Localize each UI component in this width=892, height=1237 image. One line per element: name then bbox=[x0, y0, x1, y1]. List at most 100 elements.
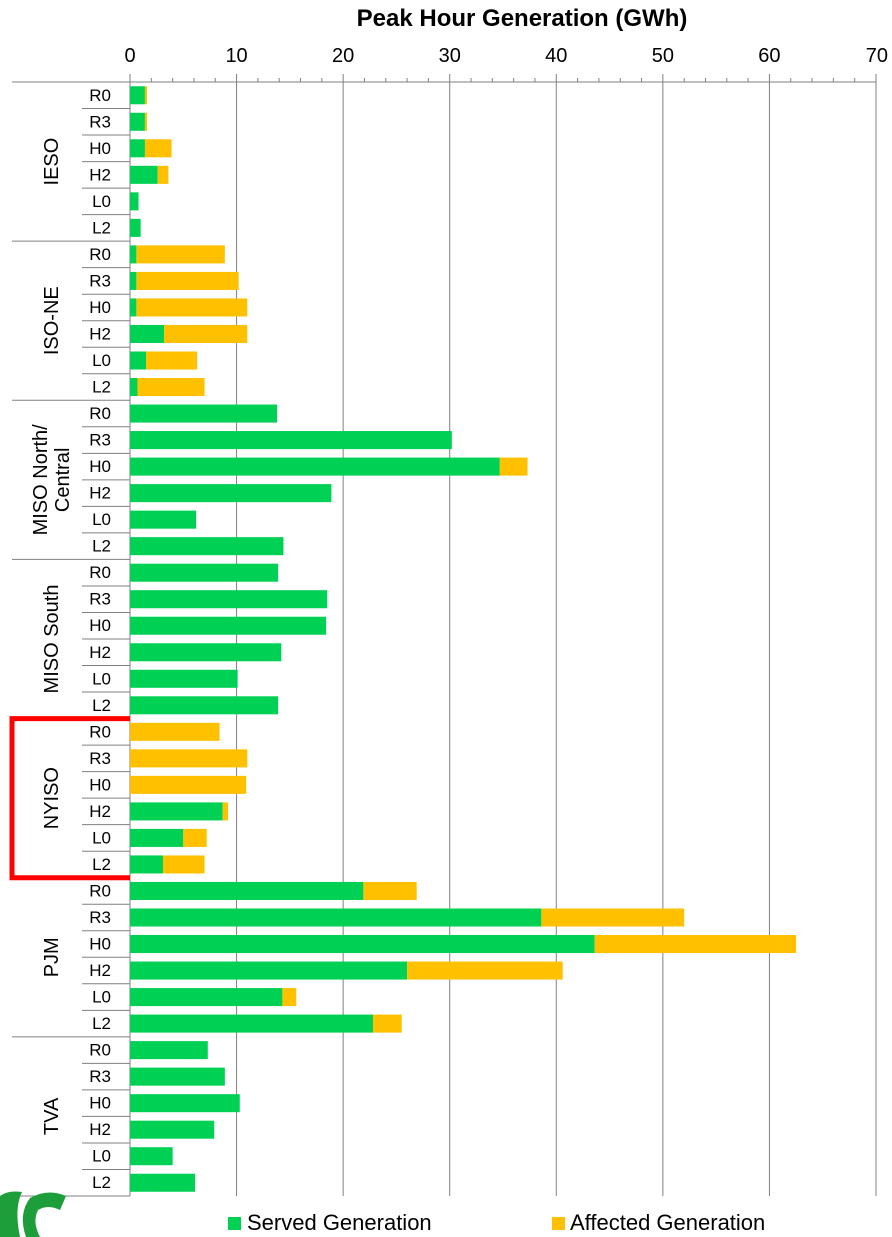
bar-served bbox=[130, 271, 137, 290]
bar-served bbox=[130, 669, 238, 688]
category-label: R0 bbox=[89, 245, 111, 264]
bar-served bbox=[130, 908, 542, 927]
category-label: R0 bbox=[89, 722, 111, 741]
bar-served bbox=[130, 1014, 373, 1033]
chart-title: Peak Hour Generation (GWh) bbox=[357, 5, 688, 32]
x-tick-label: 60 bbox=[758, 45, 780, 67]
category-label: R3 bbox=[89, 590, 111, 609]
x-tick-label: 50 bbox=[652, 45, 674, 67]
category-label: R0 bbox=[89, 1041, 111, 1060]
bar-affected bbox=[372, 1014, 402, 1033]
bars bbox=[130, 86, 797, 1192]
bar-affected bbox=[164, 324, 248, 343]
category-label: L0 bbox=[92, 351, 111, 370]
category-label: R3 bbox=[89, 112, 111, 131]
category-label: R3 bbox=[89, 431, 111, 450]
category-label: H0 bbox=[89, 457, 111, 476]
bar-affected bbox=[137, 378, 205, 397]
bar-served bbox=[130, 643, 282, 662]
bar-served bbox=[130, 86, 145, 105]
bar-affected bbox=[541, 908, 685, 927]
bar-served bbox=[130, 192, 139, 211]
bar-affected bbox=[144, 139, 172, 158]
bar-served bbox=[130, 802, 223, 821]
bar-served bbox=[130, 510, 197, 529]
category-label: H2 bbox=[89, 1120, 111, 1139]
x-tick-label: 0 bbox=[124, 45, 135, 67]
bar-affected bbox=[282, 988, 297, 1007]
bar-served bbox=[130, 616, 327, 635]
bar-served bbox=[130, 431, 452, 450]
legend-served-swatch bbox=[228, 1217, 241, 1230]
category-label: H0 bbox=[89, 616, 111, 635]
bar-served bbox=[130, 881, 364, 900]
category-label: L2 bbox=[92, 1014, 111, 1033]
category-label: L0 bbox=[92, 669, 111, 688]
category-label: L0 bbox=[92, 988, 111, 1007]
group-labels: IESO ISO-NE MISO North/Central MISO South NY… bbox=[30, 138, 74, 1135]
category-label: L0 bbox=[92, 1147, 111, 1166]
bar-served bbox=[130, 139, 145, 158]
bar-served bbox=[130, 298, 137, 317]
highlight-bracket bbox=[9, 716, 130, 881]
category-label: H0 bbox=[89, 298, 111, 317]
bar-served bbox=[130, 935, 595, 954]
bar-affected bbox=[136, 245, 225, 264]
bar-affected bbox=[144, 112, 148, 131]
bar-affected bbox=[222, 802, 229, 821]
bar-served bbox=[130, 537, 284, 556]
bar-served bbox=[130, 828, 184, 847]
category-label: L2 bbox=[92, 378, 111, 397]
category-label: H0 bbox=[89, 935, 111, 954]
group-label: ISO-NE bbox=[41, 286, 63, 355]
group-label: MISO North/ bbox=[30, 424, 52, 536]
bar-served bbox=[130, 378, 138, 397]
category-label: H2 bbox=[89, 643, 111, 662]
category-label: H2 bbox=[89, 484, 111, 503]
bar-affected bbox=[130, 775, 247, 794]
category-label: H2 bbox=[89, 324, 111, 343]
category-label: L0 bbox=[92, 192, 111, 211]
category-label: L0 bbox=[92, 510, 111, 529]
category-label: R0 bbox=[89, 86, 111, 105]
highlight-box bbox=[9, 716, 130, 881]
x-axis-ticks: 0 10 20 30 40 50 60 70 bbox=[124, 45, 888, 82]
bar-served bbox=[130, 245, 137, 264]
legend: Served Generation Affected Generation bbox=[228, 1210, 765, 1235]
x-tick-label: 40 bbox=[545, 45, 567, 67]
bar-served bbox=[130, 1041, 208, 1060]
bar-affected bbox=[136, 298, 248, 317]
bar-served bbox=[130, 404, 278, 423]
category-labels: R0 R3 H0 H2 L0 L2 R0 R3 H0 H2 L0 L2 R0 R3 H0 H2 L0 L2 R0 R3… bbox=[89, 86, 111, 1192]
group-label: MISO South bbox=[41, 585, 63, 694]
category-label: L2 bbox=[92, 696, 111, 715]
bar-served bbox=[130, 988, 283, 1007]
logo-mark bbox=[0, 1191, 66, 1237]
bar-served bbox=[130, 457, 500, 476]
x-tick-label: 70 bbox=[866, 45, 888, 67]
bar-served bbox=[130, 961, 408, 980]
bar-affected bbox=[145, 351, 198, 370]
x-tick-label: 10 bbox=[225, 45, 247, 67]
category-label: R0 bbox=[89, 563, 111, 582]
bar-served bbox=[130, 484, 332, 503]
category-label: L2 bbox=[92, 1173, 111, 1192]
bar-served bbox=[130, 855, 164, 874]
bar-affected bbox=[136, 271, 239, 290]
category-label: L2 bbox=[92, 855, 111, 874]
bar-served bbox=[130, 696, 279, 715]
legend-affected-label: Affected Generation bbox=[570, 1210, 765, 1235]
group-label: TVA bbox=[41, 1097, 63, 1135]
group-label: Central bbox=[52, 448, 74, 512]
bar-served bbox=[130, 590, 328, 609]
gridlines bbox=[12, 81, 877, 1197]
category-label: R0 bbox=[89, 404, 111, 423]
category-label: R3 bbox=[89, 271, 111, 290]
bar-served bbox=[130, 1094, 240, 1113]
legend-affected-swatch bbox=[552, 1217, 565, 1230]
bar-served bbox=[130, 1067, 225, 1086]
category-label: L2 bbox=[92, 537, 111, 556]
bar-served bbox=[130, 1173, 196, 1192]
bar-affected bbox=[130, 722, 220, 741]
